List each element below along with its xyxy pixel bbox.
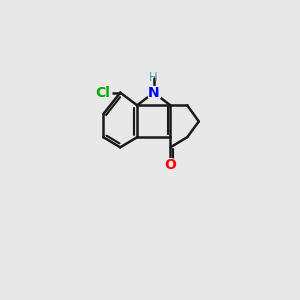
Text: N: N [148, 85, 160, 100]
Text: H: H [149, 71, 158, 84]
Text: O: O [164, 158, 176, 172]
Text: Cl: Cl [95, 85, 110, 100]
